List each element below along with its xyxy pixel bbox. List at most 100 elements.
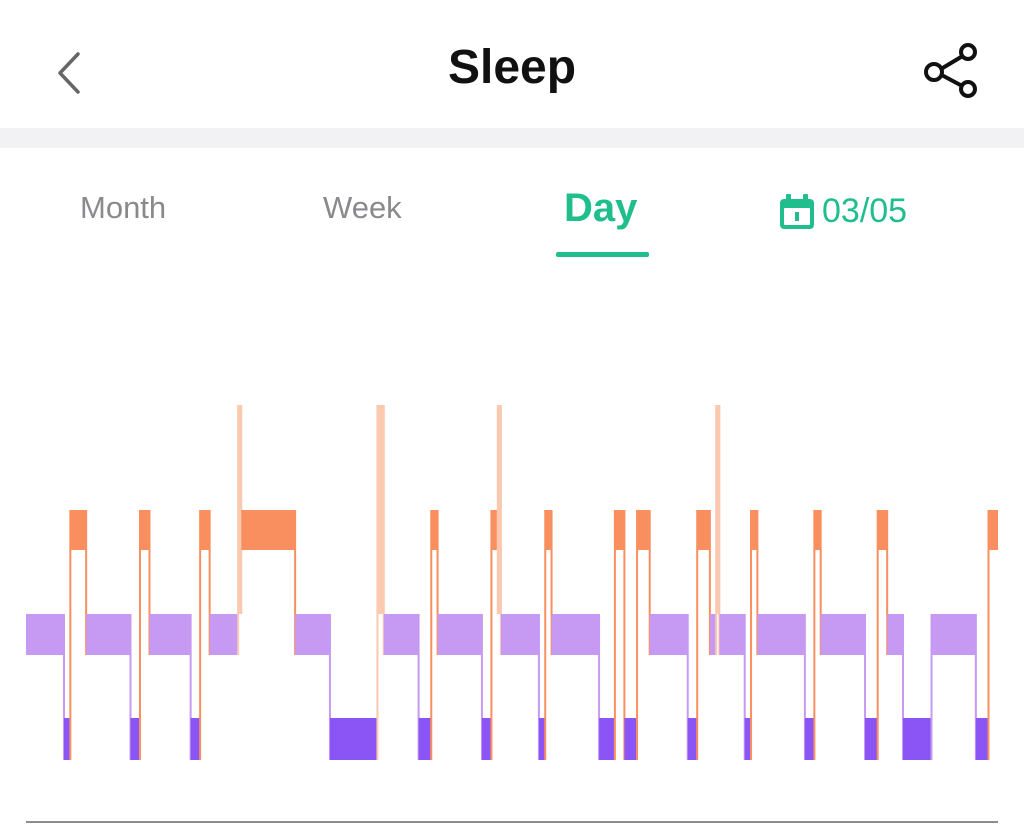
stage-segment-deep xyxy=(903,718,932,760)
stage-transition xyxy=(550,510,553,655)
stage-segment-rem xyxy=(70,510,87,550)
stage-segment-rem xyxy=(988,510,998,550)
stage-segment-light xyxy=(383,614,419,655)
stage-transition xyxy=(430,510,433,760)
stage-transition xyxy=(537,614,540,760)
stage-transition xyxy=(69,510,72,760)
stage-segment-awake xyxy=(497,405,501,614)
stage-segment-light xyxy=(551,614,600,655)
stage-segment-rem xyxy=(814,510,821,550)
date-label: 03/05 xyxy=(822,192,908,230)
app-header: Sleep xyxy=(0,0,1024,128)
stage-transition xyxy=(138,510,141,760)
stage-transition xyxy=(480,614,483,760)
stage-segment-deep xyxy=(804,718,815,760)
back-button[interactable] xyxy=(50,48,90,98)
x-axis-line xyxy=(26,821,998,823)
stage-segment-deep xyxy=(624,718,638,760)
tab-week[interactable]: Week xyxy=(323,190,402,225)
stage-transition xyxy=(129,614,132,760)
stage-transition xyxy=(974,614,977,760)
stage-transition xyxy=(718,405,721,655)
stage-transition xyxy=(623,510,626,760)
stage-transition xyxy=(902,614,905,760)
stage-transition xyxy=(85,510,88,655)
stage-segment-light xyxy=(86,614,131,655)
calendar-icon xyxy=(780,193,814,229)
stage-transition xyxy=(696,510,699,760)
page-title: Sleep xyxy=(447,41,577,94)
stage-transition xyxy=(499,405,502,655)
stage-transition xyxy=(876,510,879,760)
stage-transition xyxy=(686,614,689,760)
stage-transition xyxy=(208,510,211,655)
stage-segment-rem xyxy=(614,510,625,550)
stage-transition xyxy=(756,510,759,655)
stage-segment-deep xyxy=(481,718,492,760)
stage-transition xyxy=(813,510,816,760)
stage-transition xyxy=(930,614,933,760)
stage-transition xyxy=(819,510,822,655)
stage-segment-light xyxy=(295,614,330,655)
stage-segment-rem xyxy=(431,510,438,550)
stage-segment-deep xyxy=(63,718,71,760)
stage-segment-light xyxy=(149,614,191,655)
stage-transition xyxy=(598,614,601,760)
sleep-stage-chart xyxy=(26,405,998,760)
stage-segment-light xyxy=(209,614,239,655)
stage-segment-rem xyxy=(139,510,150,550)
stage-segment-deep xyxy=(975,718,989,760)
stage-segment-rem xyxy=(491,510,498,550)
stage-transition xyxy=(62,614,65,760)
stage-transition xyxy=(544,510,547,760)
stage-transition xyxy=(743,614,746,760)
stage-segment-light xyxy=(649,614,688,655)
stage-transition xyxy=(708,510,711,655)
stage-transition xyxy=(636,510,639,760)
stage-segment-deep xyxy=(329,718,378,760)
stage-transition xyxy=(886,510,889,655)
stage-transition xyxy=(294,510,297,655)
stage-segment-light xyxy=(500,614,539,655)
stage-segment-rem xyxy=(751,510,758,550)
stage-transition xyxy=(328,614,331,760)
header-separator xyxy=(0,128,1024,148)
stage-transition xyxy=(987,510,990,760)
stage-transition xyxy=(490,510,493,760)
stage-segment-deep xyxy=(418,718,432,760)
stage-transition xyxy=(436,510,439,655)
stage-segment-rem xyxy=(200,510,210,550)
share-icon xyxy=(924,43,977,98)
stage-segment-rem xyxy=(637,510,650,550)
date-picker[interactable]: 03/05 xyxy=(778,192,907,231)
stage-segment-light xyxy=(709,614,717,655)
stage-segment-awake xyxy=(716,405,720,614)
stage-segment-light xyxy=(820,614,866,655)
stage-segment-deep xyxy=(687,718,698,760)
stage-transition xyxy=(648,510,651,655)
stage-segment-rem xyxy=(545,510,552,550)
share-button[interactable] xyxy=(920,42,982,100)
active-tab-indicator xyxy=(556,252,649,257)
stage-segment-awake xyxy=(377,405,384,614)
stage-segment-light xyxy=(719,614,745,655)
stage-segment-deep xyxy=(190,718,201,760)
stage-transition xyxy=(803,614,806,760)
stage-transition xyxy=(382,405,385,655)
stage-segment-rem xyxy=(697,510,710,550)
stage-segment-light xyxy=(887,614,904,655)
tab-day[interactable]: Day xyxy=(564,186,638,230)
stage-transition xyxy=(240,405,243,614)
stage-segment-rem xyxy=(877,510,888,550)
stage-segment-deep xyxy=(130,718,140,760)
stage-transition xyxy=(864,614,867,760)
stage-segment-deep xyxy=(538,718,546,760)
tab-month[interactable]: Month xyxy=(80,190,167,225)
chevron-left-icon xyxy=(58,52,80,94)
stage-transition xyxy=(750,510,753,760)
stage-segment-deep xyxy=(865,718,878,760)
stage-segment-rem xyxy=(241,510,296,550)
stage-transition xyxy=(417,614,420,760)
stage-segment-light xyxy=(437,614,482,655)
stage-segment-light xyxy=(757,614,805,655)
